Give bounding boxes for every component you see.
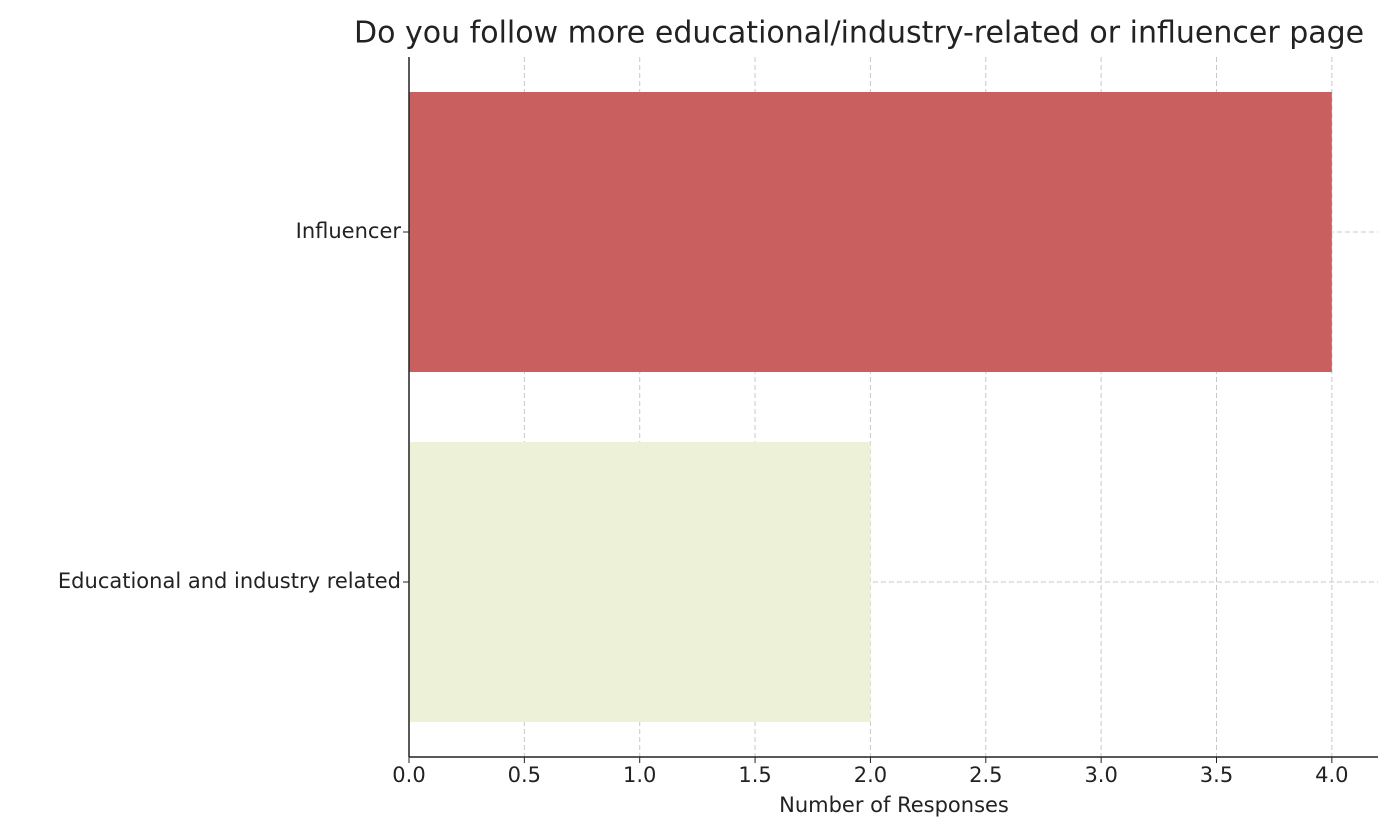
x-tick-label: 1.5 [738,763,771,787]
x-tick-label: 0.0 [392,763,425,787]
x-tick-label: 3.5 [1200,763,1233,787]
x-tick-label: 3.0 [1084,763,1117,787]
y-tick-label: Educational and industry related [58,569,401,593]
bar [409,92,1332,372]
x-tick-label: 2.0 [854,763,887,787]
x-tick-label: 0.5 [508,763,541,787]
chart-title: Do you follow more educational/industry-… [354,16,1364,51]
x-axis-label: Number of Responses [779,793,1009,817]
bar [409,442,871,722]
y-tick-label: Influencer [296,219,402,243]
x-tick-label: 2.5 [969,763,1002,787]
x-tick-label: 1.0 [623,763,656,787]
x-tick-label: 4.0 [1315,763,1348,787]
